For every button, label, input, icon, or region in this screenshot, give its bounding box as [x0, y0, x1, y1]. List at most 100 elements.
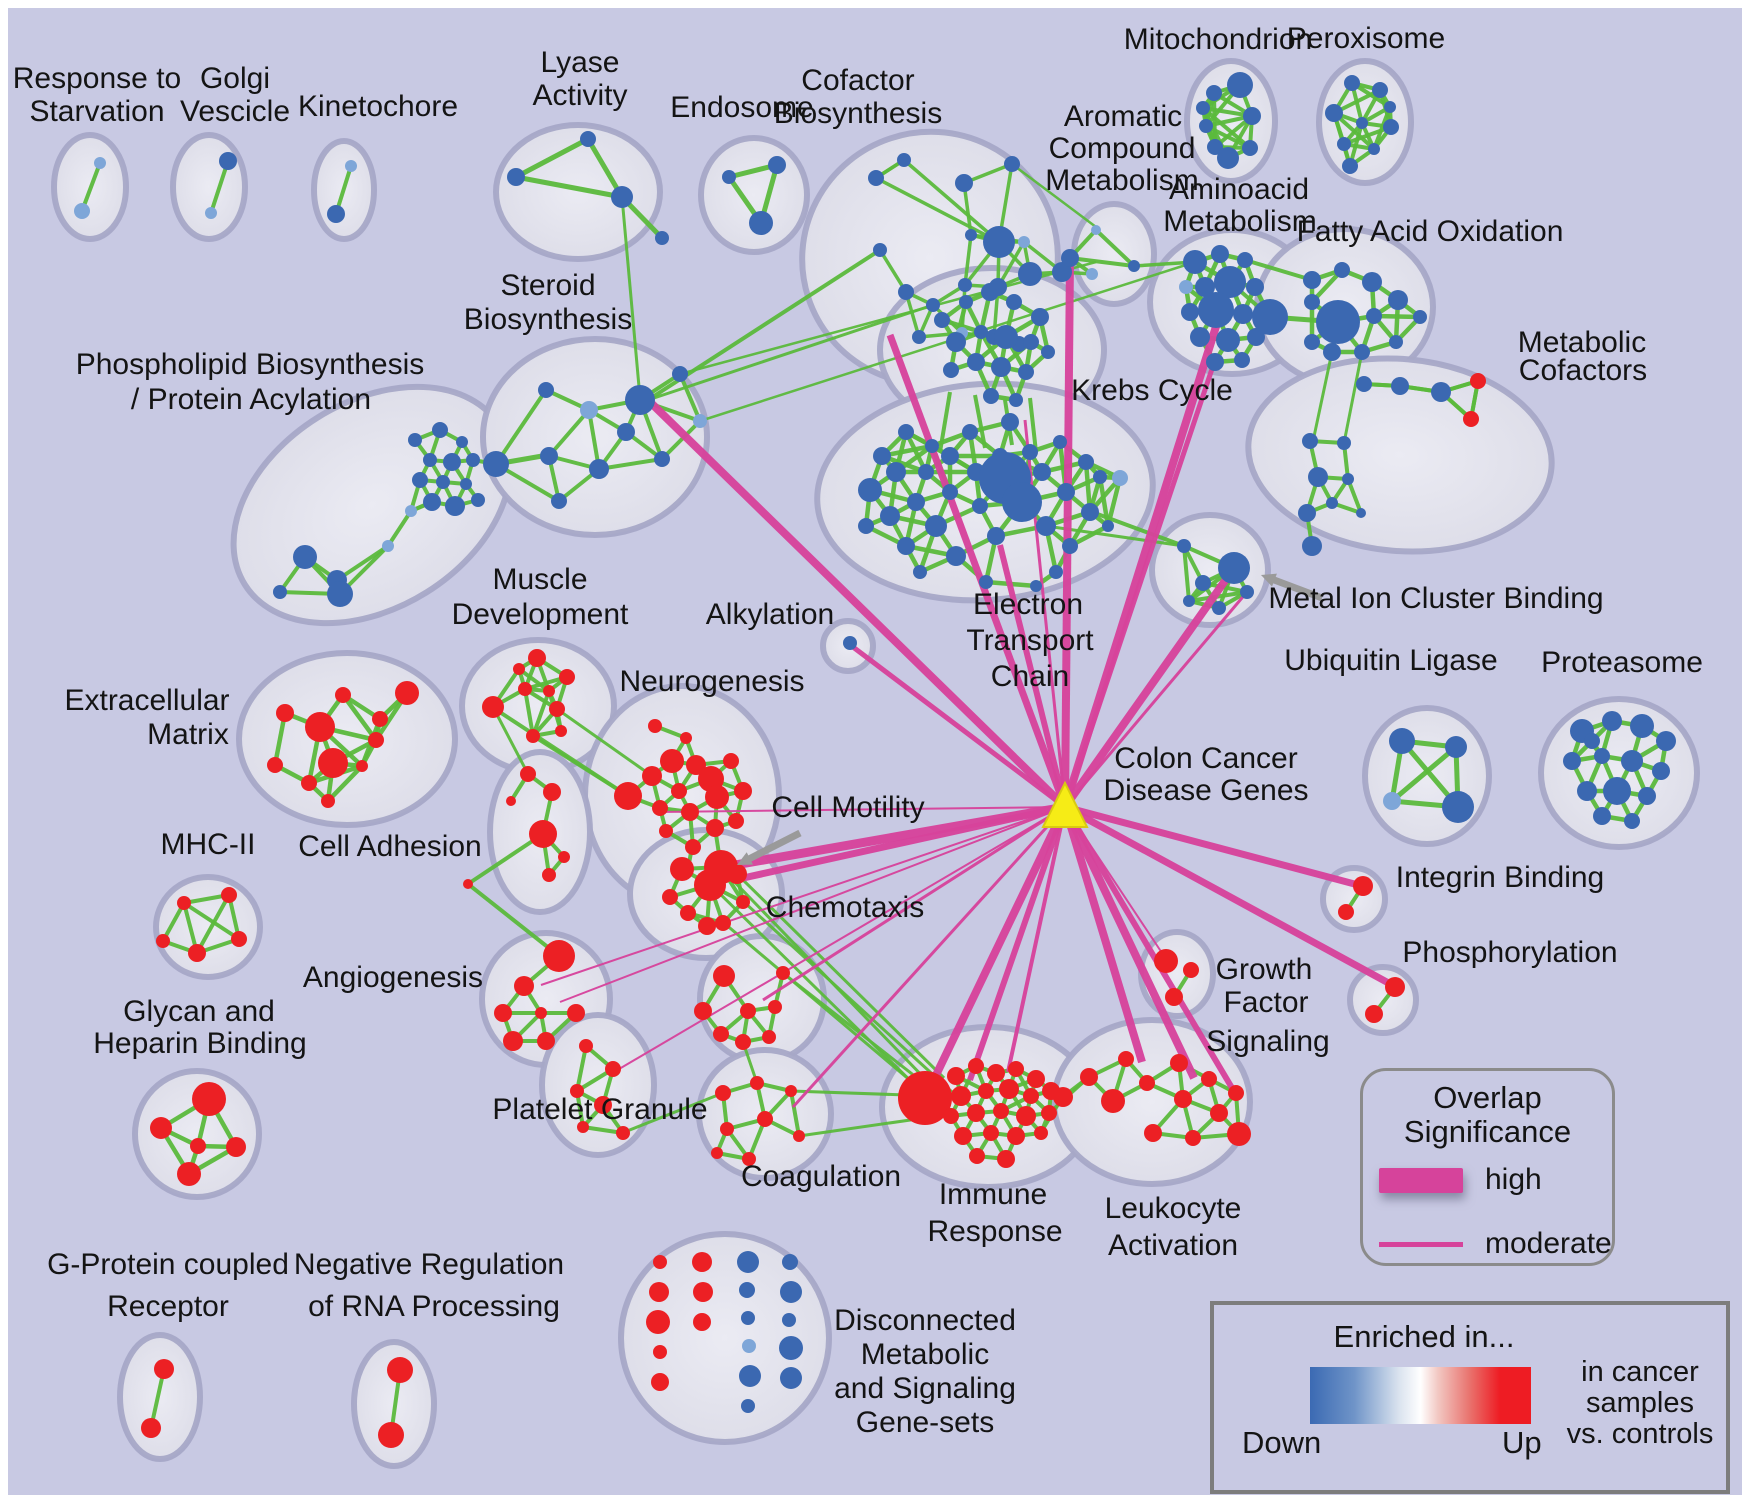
- gene-set-node-disconnected-gene-sets: [692, 1252, 712, 1272]
- gene-set-node-neurogenesis: [685, 839, 701, 855]
- gene-set-node-platelet-granule: [594, 1096, 612, 1114]
- gene-set-node-aminoacid-metabolism: [1252, 299, 1288, 335]
- gene-set-node-ubiquitin-ligase: [1445, 736, 1467, 758]
- gene-set-node-peroxisome: [1372, 82, 1388, 98]
- gene-set-node-cell-adhesion: [529, 820, 557, 848]
- gene-set-node-metabolic-cofactors: [1308, 467, 1328, 487]
- gene-set-node-neurogenesis: [660, 749, 684, 773]
- gene-set-node-krebs-cycle: [974, 325, 988, 339]
- gene-set-node-steroid-biosynthesis: [551, 493, 567, 509]
- cluster-ellipse-leukocyte-activation: [1051, 1017, 1253, 1187]
- gene-set-node-chemotaxis: [768, 1000, 782, 1014]
- gene-set-node-phosphorylation: [1385, 977, 1405, 997]
- gene-set-node-platelet-granule: [616, 1126, 630, 1140]
- gene-set-node-electron-transport-chain: [1053, 435, 1067, 449]
- gene-set-edge: [1372, 106, 1392, 150]
- metal-ion-arrow-head: [1261, 573, 1277, 587]
- gene-set-node-angiogenesis: [503, 1031, 523, 1051]
- overlap-edge: [645, 397, 1068, 810]
- gene-set-node-phospholipid-biosynthesis: [293, 545, 317, 569]
- cluster-label-phospholipid-biosynthesis: Phospholipid Biosynthesis: [76, 348, 425, 381]
- gene-set-node-cofactor-biosynthesis: [873, 243, 887, 257]
- overlap-significance-legend: Overlap Significance high moderate: [1360, 1068, 1615, 1266]
- gene-set-node-neurogenesis: [659, 824, 673, 838]
- gene-set-node-proteasome: [1638, 787, 1656, 805]
- gene-set-node-phospholipid-biosynthesis: [460, 478, 472, 490]
- gene-set-node-phospholipid-biosynthesis: [273, 585, 287, 599]
- gene-set-node-metabolic-cofactors: [1326, 497, 1338, 509]
- gene-set-node-coagulation: [793, 1130, 805, 1142]
- gene-set-node-glycan-heparin-binding: [150, 1117, 172, 1139]
- gene-set-node-leukocyte-activation: [1118, 1051, 1134, 1067]
- cluster-label-aminoacid-metabolism: Aminoacid: [1169, 173, 1309, 206]
- cluster-label-metal-ion-cluster-binding: Metal Ion Cluster Binding: [1268, 582, 1603, 615]
- cluster-label-aromatic-compound-metabolism: Compound: [1049, 132, 1196, 165]
- moderate-significance-label: moderate: [1485, 1227, 1612, 1260]
- gene-set-node-electron-transport-chain: [972, 498, 988, 514]
- gene-set-node-integrin-binding: [1338, 904, 1354, 920]
- gene-set-node-neurogenesis: [681, 803, 699, 821]
- gene-set-node-cell-adhesion: [543, 783, 561, 801]
- gene-set-node-aminoacid-metabolism: [1247, 328, 1265, 346]
- gene-set-node-immune-response: [968, 1058, 984, 1074]
- overlap-edge: [1064, 803, 1363, 890]
- gene-set-node-aromatic-compound-metabolism: [1128, 260, 1140, 272]
- gene-set-node-muscle-development: [528, 649, 546, 667]
- gene-set-node-phospholipid-biosynthesis: [408, 433, 422, 447]
- gene-set-node-phospholipid-biosynthesis: [423, 493, 441, 511]
- gene-set-node-metal-ion-cluster-binding: [1240, 585, 1254, 599]
- gene-set-node-immune-response: [947, 1067, 965, 1085]
- gene-set-node-glycan-heparin-binding: [226, 1137, 246, 1157]
- gene-set-node-aminoacid-metabolism: [1233, 304, 1253, 324]
- cluster-label-disconnected-gene-sets: Gene-sets: [856, 1406, 994, 1439]
- gene-set-node-aminoacid-metabolism: [1198, 292, 1234, 328]
- inter-cluster-edge: [742, 900, 954, 1094]
- inter-cluster-edge: [494, 388, 548, 466]
- gene-set-node-electron-transport-chain: [1057, 483, 1075, 501]
- gene-set-node-fatty-acid-oxidation: [1303, 271, 1321, 289]
- gene-set-node-cell-motility: [662, 889, 678, 905]
- gene-set-node-disconnected-gene-sets: [782, 1313, 796, 1327]
- gene-set-node-disconnected-gene-sets: [646, 1310, 670, 1334]
- gene-set-node-chemotaxis: [776, 966, 790, 980]
- gene-set-node-mhc-ii: [156, 934, 170, 948]
- gene-set-node-immune-response: [967, 1104, 985, 1122]
- gene-set-node-endosome: [749, 211, 773, 235]
- inter-cluster-edge: [647, 303, 934, 402]
- cluster-label-aromatic-compound-metabolism: Metabolism: [1045, 164, 1198, 197]
- gene-set-node-neurogenesis: [642, 766, 662, 786]
- gene-set-node-chemotaxis: [713, 965, 735, 987]
- gene-set-node-electron-transport-chain: [962, 424, 978, 440]
- cluster-label-mhc-ii: MHC-II: [161, 828, 256, 861]
- gene-set-node-disconnected-gene-sets: [780, 1281, 802, 1303]
- gene-set-node-aminoacid-metabolism: [1195, 277, 1215, 297]
- gene-set-node-immune-response: [954, 1127, 972, 1145]
- gene-set-node-aromatic-compound-metabolism: [1086, 268, 1098, 280]
- gene-set-node-proteasome: [1652, 762, 1670, 780]
- gene-set-edge: [678, 373, 702, 422]
- overlap-edge: [886, 333, 1069, 809]
- gene-set-node-krebs-cycle: [934, 312, 950, 328]
- enriched-note: in cancer samples vs. controls: [1566, 1356, 1714, 1450]
- overlap-edge: [613, 806, 1066, 1073]
- gene-set-node-endosome: [722, 170, 736, 184]
- gene-set-node-metabolic-cofactors: [1356, 376, 1372, 392]
- overlap-edge: [1061, 565, 1238, 810]
- overlap-edge: [847, 642, 1067, 809]
- gene-set-node-electron-transport-chain: [1036, 516, 1056, 536]
- gene-set-node-cell-motility: [727, 864, 747, 884]
- gene-set-node-mhc-ii: [221, 887, 237, 903]
- gene-set-node-proteasome: [1563, 752, 1581, 770]
- gene-set-node-electron-transport-chain: [987, 527, 1005, 545]
- gene-set-node-electron-transport-chain: [1102, 520, 1114, 532]
- gene-set-node-fatty-acid-oxidation: [1388, 290, 1408, 310]
- cluster-label-growth-factor-signaling: Signaling: [1206, 1025, 1329, 1058]
- cluster-label-angiogenesis: Angiogenesis: [303, 961, 483, 994]
- cluster-label-mitochondrion: Mitochondrion: [1124, 23, 1312, 56]
- gene-set-node-aminoacid-metabolism: [1190, 327, 1210, 347]
- cluster-label-chemotaxis: Chemotaxis: [766, 891, 924, 924]
- cluster-label-integrin-binding: Integrin Binding: [1396, 861, 1604, 894]
- gene-set-node-aminoacid-metabolism: [1216, 328, 1240, 352]
- cluster-label-glycan-heparin-binding: Heparin Binding: [93, 1027, 306, 1060]
